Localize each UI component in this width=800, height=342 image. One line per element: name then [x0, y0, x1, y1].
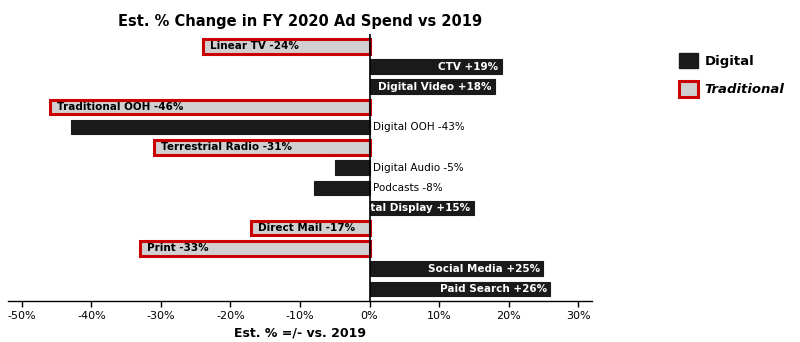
- Text: Digital Video +18%: Digital Video +18%: [378, 82, 491, 92]
- Bar: [370, 261, 543, 276]
- Text: Linear TV -24%: Linear TV -24%: [210, 41, 298, 51]
- Bar: [202, 39, 370, 54]
- Text: Terrestrial Radio -31%: Terrestrial Radio -31%: [161, 142, 292, 153]
- Legend: Digital, Traditional: Digital, Traditional: [674, 48, 790, 102]
- Text: Traditional OOH -46%: Traditional OOH -46%: [57, 102, 183, 112]
- Text: Digital Audio -5%: Digital Audio -5%: [373, 162, 464, 173]
- X-axis label: Est. % =/- vs. 2019: Est. % =/- vs. 2019: [234, 327, 366, 340]
- Bar: [370, 59, 502, 74]
- Bar: [314, 181, 370, 195]
- Text: Digital OOH -43%: Digital OOH -43%: [373, 122, 465, 132]
- Bar: [370, 79, 494, 94]
- Text: CTV +19%: CTV +19%: [438, 62, 498, 71]
- Bar: [140, 241, 370, 256]
- Title: Est. % Change in FY 2020 Ad Spend vs 2019: Est. % Change in FY 2020 Ad Spend vs 201…: [118, 14, 482, 29]
- Text: Digital Display +15%: Digital Display +15%: [347, 203, 470, 213]
- Text: Social Media +25%: Social Media +25%: [428, 264, 540, 274]
- Bar: [154, 140, 370, 155]
- Bar: [251, 221, 370, 236]
- Bar: [370, 281, 550, 296]
- Text: Paid Search +26%: Paid Search +26%: [440, 284, 547, 294]
- Bar: [334, 160, 370, 175]
- Text: Print -33%: Print -33%: [147, 244, 209, 253]
- Bar: [370, 201, 474, 215]
- Text: Podcasts -8%: Podcasts -8%: [373, 183, 442, 193]
- Text: Direct Mail -17%: Direct Mail -17%: [258, 223, 355, 233]
- Bar: [70, 120, 370, 134]
- Bar: [50, 100, 370, 114]
